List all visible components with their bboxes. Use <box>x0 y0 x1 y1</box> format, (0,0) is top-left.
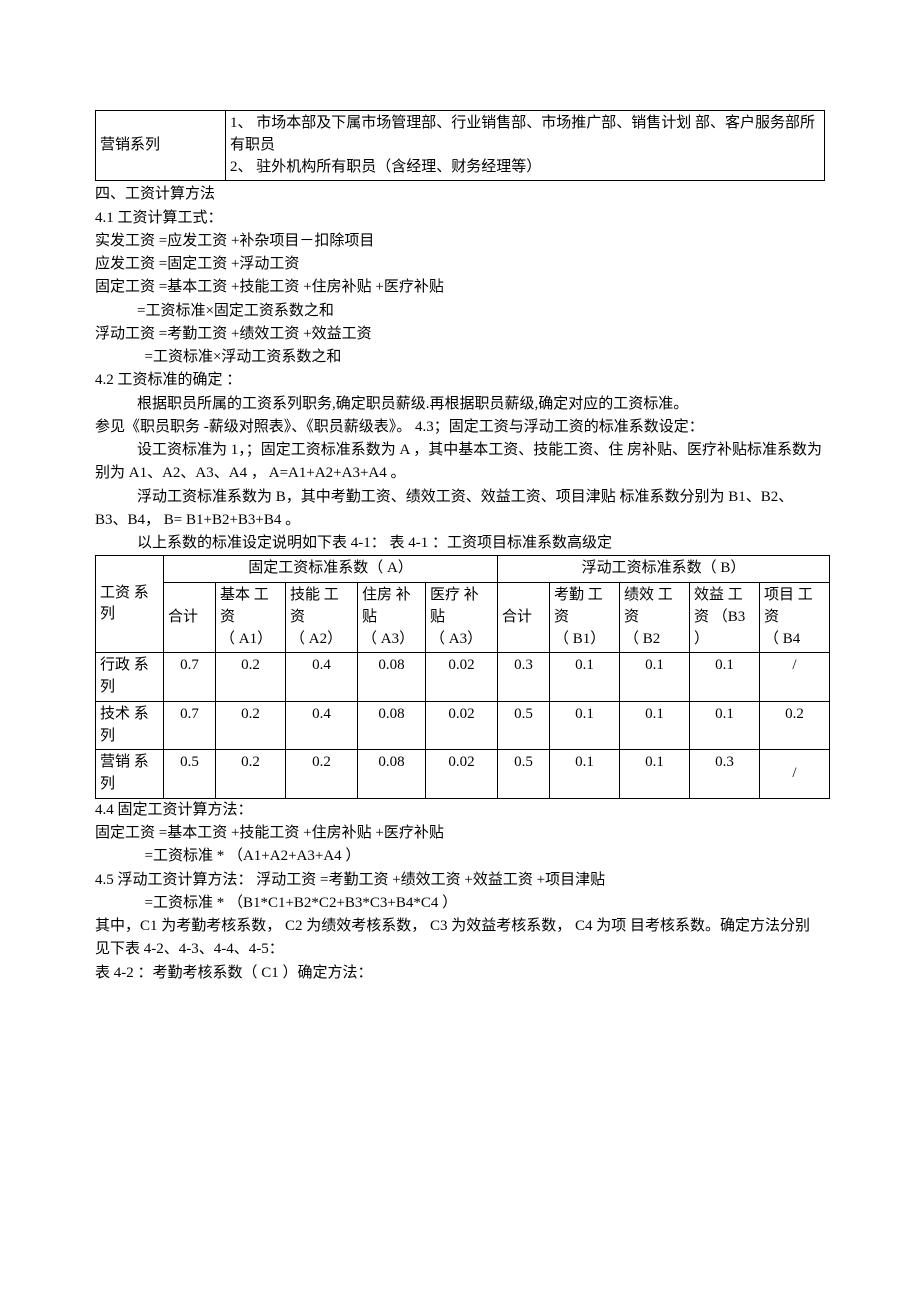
series-desc: 1、 市场本部及下属市场管理部、行业销售部、市场推广部、销售计划 部、客户服务部… <box>226 111 825 181</box>
th-a2: 技能 工资 （ A2） <box>286 583 358 653</box>
series-desc-line2: 2、 驻外机构所有职员（含经理、财务经理等） <box>230 159 541 175</box>
cell: 0.02 <box>426 750 498 799</box>
th-b2: 绩效 工资 （ B2 <box>620 583 690 653</box>
cell: 0.2 <box>216 750 286 799</box>
cell: 0.08 <box>358 750 426 799</box>
p-43a: 设工资标准为 1，；固定工资标准系数为 A ，其中基本工资、技能工资、住 房补贴… <box>95 439 825 486</box>
cell: 0.5 <box>498 701 550 750</box>
cell: 0.08 <box>358 653 426 702</box>
series-table: 营销系列 1、 市场本部及下属市场管理部、行业销售部、市场推广部、销售计划 部、… <box>95 110 825 181</box>
row-name: 营销 系列 <box>96 750 164 799</box>
p-table41-intro: 以上系数的标准设定说明如下表 4-1： 表 4-1 ：工资项目标准系数高级定 <box>95 532 825 555</box>
p-formula-3b: =工资标准×固定工资系数之和 <box>95 300 825 323</box>
coefficient-table: 工资 系列 固定工资标准系数（ A） 浮动工资标准系数（ B） 合计 基本 工资… <box>95 555 830 799</box>
th-b4: 项目 工资 （ B4 <box>760 583 830 653</box>
table-row: 行政 系列 0.7 0.2 0.4 0.08 0.02 0.3 0.1 0.1 … <box>96 653 830 702</box>
p-formula-4b: =工资标准×浮动工资系数之和 <box>95 346 825 369</box>
cell: 0.2 <box>216 653 286 702</box>
cell: 0.7 <box>164 701 216 750</box>
p-44: 4.4 固定工资计算方法： <box>95 799 825 822</box>
row-name: 技术 系列 <box>96 701 164 750</box>
th-a3: 住房 补贴 （ A3） <box>358 583 426 653</box>
p-42-desc: 根据职员所属的工资系列职务,确定职员薪级.再根据职员薪级,确定对应的工资标准。 <box>95 393 825 416</box>
cell: 0.2 <box>286 750 358 799</box>
th-fixed-group: 固定工资标准系数（ A） <box>164 556 498 583</box>
cell: 0.1 <box>550 701 620 750</box>
p-45a: =工资标准 * （B1*C1+B2*C2+B3*C3+B4*C4 ） <box>95 892 825 915</box>
series-label: 营销系列 <box>96 111 226 181</box>
cell: 0.1 <box>550 653 620 702</box>
th-sum-a: 合计 <box>164 583 216 653</box>
th-a1: 基本 工资 （ A1） <box>216 583 286 653</box>
cell: / <box>760 750 830 799</box>
cell: 0.08 <box>358 701 426 750</box>
cell: 0.3 <box>690 750 760 799</box>
cell: 0.1 <box>550 750 620 799</box>
p-table42-intro: 表 4-2 ：考勤考核系数（ C1 ）确定方法： <box>95 962 825 985</box>
cell: 0.1 <box>690 653 760 702</box>
table-row: 营销 系列 0.5 0.2 0.2 0.08 0.02 0.5 0.1 0.1 … <box>96 750 830 799</box>
p-formula-1: 实发工资 =应发工资 +补杂项目－扣除项目 <box>95 230 825 253</box>
th-b3: 效益 工资 （B3 ） <box>690 583 760 653</box>
cell: 0.7 <box>164 653 216 702</box>
cell: 0.1 <box>620 653 690 702</box>
row-name: 行政 系列 <box>96 653 164 702</box>
p-45: 4.5 浮动工资计算方法： 浮动工资 =考勤工资 +绩效工资 +效益工资 +项目… <box>95 869 825 892</box>
cell: 0.5 <box>164 750 216 799</box>
cell: 0.1 <box>620 701 690 750</box>
th-float-group: 浮动工资标准系数（ B） <box>498 556 830 583</box>
p-formula-4: 浮动工资 =考勤工资 +绩效工资 +效益工资 <box>95 323 825 346</box>
cell: 0.2 <box>760 701 830 750</box>
p-45b: 其中，C1 为考勤考核系数， C2 为绩效考核系数， C3 为效益考核系数， C… <box>95 915 825 962</box>
p-44a: 固定工资 =基本工资 +技能工资 +住房补贴 +医疗补贴 <box>95 822 825 845</box>
table-row: 技术 系列 0.7 0.2 0.4 0.08 0.02 0.5 0.1 0.1 … <box>96 701 830 750</box>
th-b1: 考勤 工资 （ B1） <box>550 583 620 653</box>
cell: 0.1 <box>690 701 760 750</box>
cell: 0.4 <box>286 701 358 750</box>
cell: 0.1 <box>620 750 690 799</box>
cell: / <box>760 653 830 702</box>
th-series: 工资 系列 <box>96 556 164 653</box>
p-formula-2: 应发工资 =固定工资 +浮动工资 <box>95 253 825 276</box>
heading-4: 四、工资计算方法 <box>95 183 825 206</box>
cell: 0.4 <box>286 653 358 702</box>
p-41: 4.1 工资计算工式： <box>95 207 825 230</box>
cell: 0.02 <box>426 653 498 702</box>
cell: 0.5 <box>498 750 550 799</box>
cell: 0.02 <box>426 701 498 750</box>
p-43b: 浮动工资标准系数为 B，其中考勤工资、绩效工资、效益工资、项目津贴 标准系数分别… <box>95 486 825 533</box>
p-44b: =工资标准 * （A1+A2+A3+A4 ） <box>95 845 825 868</box>
cell: 0.3 <box>498 653 550 702</box>
p-43: 参见《职员职务 -薪级对照表》、《职员薪级表》。 4.3；固定工资与浮动工资的标… <box>95 416 825 439</box>
series-desc-line1: 1、 市场本部及下属市场管理部、行业销售部、市场推广部、销售计划 部、客户服务部… <box>230 115 815 153</box>
cell: 0.2 <box>216 701 286 750</box>
p-42: 4.2 工资标准的确定 ： <box>95 369 825 392</box>
th-sum-b: 合计 <box>498 583 550 653</box>
p-formula-3: 固定工资 =基本工资 +技能工资 +住房补贴 +医疗补贴 <box>95 276 825 299</box>
th-a4: 医疗 补贴 （ A3） <box>426 583 498 653</box>
